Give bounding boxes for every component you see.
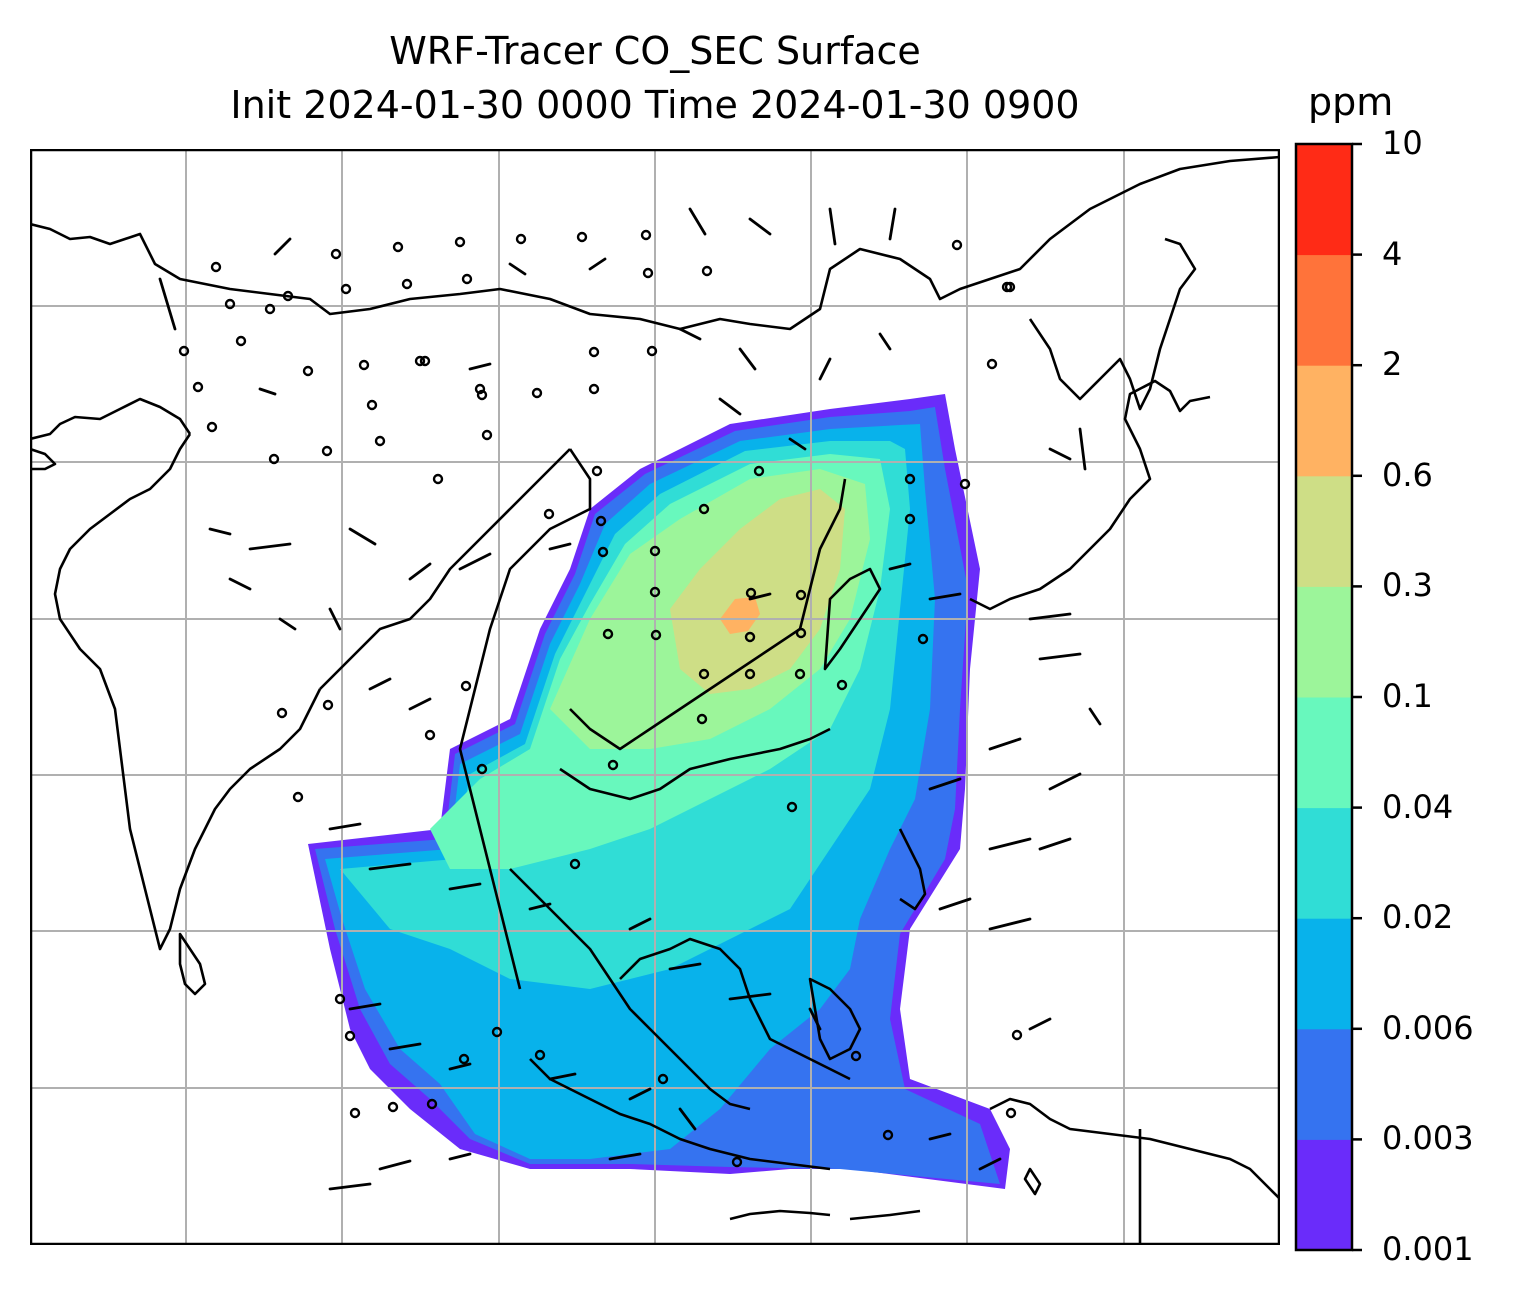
colorbar-tick-label: 0.1 (1382, 677, 1433, 715)
colorbar-tick-label: 0.04 (1382, 787, 1454, 826)
colorbar-tick-label: 10 (1382, 124, 1423, 162)
wind-barbs (158, 207, 1102, 1191)
colorbar-tick-label: 4 (1382, 234, 1403, 273)
colorbar-band (1296, 365, 1352, 477)
colorbar-band (1296, 254, 1352, 366)
colorbar-tick-label: 0.02 (1382, 898, 1454, 937)
colorbar-tick-label: 0.001 (1382, 1230, 1474, 1268)
colorbar-band (1296, 1139, 1352, 1251)
field-band-7 (720, 597, 760, 634)
colorbar-tick-label: 2 (1382, 345, 1403, 384)
colorbar-ticks (1352, 142, 1362, 1252)
colorbar-band (1296, 1028, 1352, 1140)
colorbar-unit: ppm (1308, 80, 1394, 124)
colorbar-frame (1294, 142, 1354, 1252)
colorbar-band (1296, 475, 1352, 587)
colorbar-band (1296, 807, 1352, 919)
map-panel (30, 149, 1280, 1245)
field-band-6 (670, 489, 845, 694)
calm-markers (178, 229, 1023, 1168)
graticule (30, 149, 1280, 1245)
map-title: WRF-Tracer CO_SEC Surface (389, 29, 921, 73)
colorbar (1294, 142, 1362, 1252)
colorbar-tick-label: 0.6 (1382, 455, 1433, 494)
concentration-field (308, 394, 1010, 1189)
map-subtitle: Init 2024-01-30 0000 Time 2024-01-30 090… (230, 83, 1080, 127)
colorbar-band (1296, 918, 1352, 1030)
colorbar-tick-label: 0.3 (1382, 566, 1433, 605)
colorbar-bands (1296, 144, 1352, 1251)
colorbar-tick-label: 0.003 (1382, 1119, 1474, 1158)
colorbar-tick-label: 0.006 (1382, 1008, 1474, 1047)
colorbar-band (1296, 586, 1352, 698)
coastlines (30, 155, 1280, 1245)
colorbar-band (1296, 144, 1352, 256)
map-frame (30, 149, 1280, 1245)
colorbar-band (1296, 697, 1352, 809)
